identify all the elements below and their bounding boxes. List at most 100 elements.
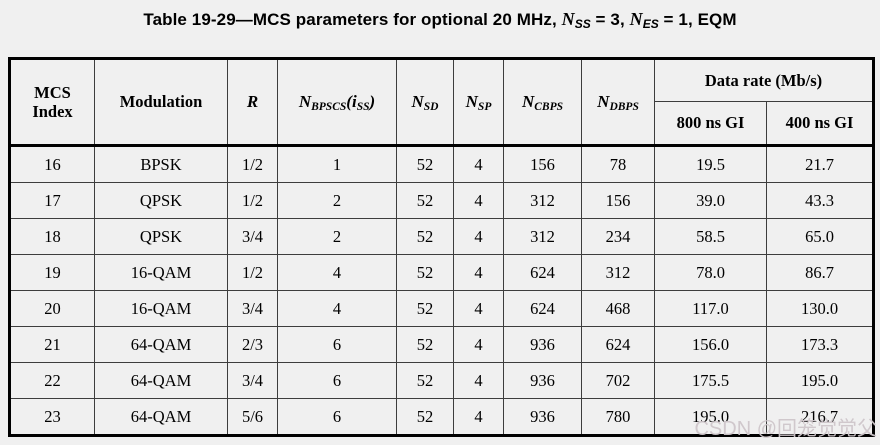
table-cell: 18 <box>9 218 95 255</box>
table-cell: 130.0 <box>765 290 875 327</box>
table-cell: 195.0 <box>765 362 875 399</box>
table-cell: 20 <box>9 290 95 327</box>
table-cell: 1/2 <box>227 182 278 219</box>
table-cell: 234 <box>581 218 655 255</box>
table-row: 16 BPSK 1/2 1 52 4 156 78 19.5 21.7 <box>9 145 875 183</box>
caption-nes-value: = 1, EQM <box>658 10 737 29</box>
table-cell: 39.0 <box>654 182 767 219</box>
table-cell: 6 <box>277 398 397 436</box>
table-cell: 156.0 <box>654 326 767 363</box>
header-r: R <box>227 58 278 147</box>
caption-nes-symbol: N <box>629 9 643 29</box>
table-cell: 52 <box>396 218 454 255</box>
header-800ns-gi: 800 ns GI <box>654 101 767 147</box>
table-cell: 16 <box>9 145 95 183</box>
table-cell: QPSK <box>94 218 228 255</box>
table-cell: 2/3 <box>227 326 278 363</box>
table-cell: 1/2 <box>227 145 278 183</box>
table-cell: 19 <box>9 254 95 291</box>
header-row-gi: 800 ns GI 400 ns GI <box>10 101 875 147</box>
table-header: MCS Index Modulation R NBPSCS(iSS) NSD N… <box>9 58 875 147</box>
table-cell: 4 <box>453 362 504 399</box>
table-cell: 16-QAM <box>94 290 228 327</box>
table-cell: 2 <box>277 182 397 219</box>
table-cell: 43.3 <box>765 182 875 219</box>
caption-nss-subscript: SS <box>574 17 591 31</box>
table-cell: 936 <box>503 326 582 363</box>
table-cell: 936 <box>503 398 582 436</box>
table-cell: 78 <box>581 145 655 183</box>
table-cell: 4 <box>277 290 397 327</box>
table-cell: 312 <box>503 182 582 219</box>
table-cell: 780 <box>581 398 655 436</box>
table-cell: 6 <box>277 362 397 399</box>
caption-nes-subscript: ES <box>642 17 659 31</box>
caption-text-prefix: Table 19-29—MCS parameters for optional … <box>143 10 562 29</box>
header-nsd: NSD <box>396 58 454 147</box>
table-cell: 3/4 <box>227 362 278 399</box>
caption-nss-value: = 3, <box>590 10 630 29</box>
table-cell: 3/4 <box>227 290 278 327</box>
table-cell: 156 <box>581 182 655 219</box>
table-row: 18 QPSK 3/4 2 52 4 312 234 58.5 65.0 <box>9 218 875 255</box>
table-cell: 19.5 <box>654 145 767 183</box>
table-body: 16 BPSK 1/2 1 52 4 156 78 19.5 21.7 17 QPSK 1/2 2 52 4 3… <box>9 145 875 436</box>
table-cell: 175.5 <box>654 362 767 399</box>
table-cell: 58.5 <box>654 218 767 255</box>
table-cell: 4 <box>453 290 504 327</box>
table-cell: 52 <box>396 362 454 399</box>
table-cell: 16-QAM <box>94 254 228 291</box>
table-cell: 65.0 <box>765 218 875 255</box>
table-row: 23 64-QAM 5/6 6 52 4 936 780 195.0 216.7 <box>9 398 875 436</box>
table-cell: 2 <box>277 218 397 255</box>
table-cell: 624 <box>581 326 655 363</box>
table-cell: QPSK <box>94 182 228 219</box>
table-row: 19 16-QAM 1/2 4 52 4 624 312 78.0 86.7 <box>9 254 875 291</box>
table-cell: 23 <box>9 398 95 436</box>
table-cell: 64-QAM <box>94 398 228 436</box>
table-cell: 6 <box>277 326 397 363</box>
table-cell: 624 <box>503 290 582 327</box>
header-mcs-index-line1: MCS <box>34 83 71 102</box>
table-cell: 52 <box>396 254 454 291</box>
table-caption: Table 19-29—MCS parameters for optional … <box>0 9 880 31</box>
table-cell: 52 <box>396 398 454 436</box>
mcs-parameters-table: MCS Index Modulation R NBPSCS(iSS) NSD N… <box>8 57 876 437</box>
table-cell: 4 <box>453 326 504 363</box>
header-ndbps: NDBPS <box>581 58 655 147</box>
table-cell: 156 <box>503 145 582 183</box>
table-cell: 52 <box>396 290 454 327</box>
table-row: 22 64-QAM 3/4 6 52 4 936 702 175.5 195.0 <box>9 362 875 399</box>
header-modulation: Modulation <box>94 58 228 147</box>
table-row: 21 64-QAM 2/3 6 52 4 936 624 156.0 173.3 <box>9 326 875 363</box>
table-cell: 4 <box>453 218 504 255</box>
table-cell: 702 <box>581 362 655 399</box>
table-cell: 4 <box>453 182 504 219</box>
table-cell: 4 <box>453 145 504 183</box>
table-cell: 936 <box>503 362 582 399</box>
table-cell: 64-QAM <box>94 326 228 363</box>
table-cell: 52 <box>396 326 454 363</box>
table-cell: 4 <box>453 254 504 291</box>
table-cell: 64-QAM <box>94 362 228 399</box>
header-nbpscs: NBPSCS(iSS) <box>277 58 397 147</box>
caption-nss-symbol: N <box>561 9 575 29</box>
table-row: 17 QPSK 1/2 2 52 4 312 156 39.0 43.3 <box>9 182 875 219</box>
header-data-rate-group: Data rate (Mb/s) <box>653 58 875 102</box>
table-cell: 312 <box>503 218 582 255</box>
table-cell: 468 <box>581 290 655 327</box>
table-cell: 3/4 <box>227 218 278 255</box>
header-ncbps: NCBPS <box>503 58 582 147</box>
table-cell: 22 <box>9 362 95 399</box>
table-cell: 1 <box>277 145 397 183</box>
table-cell: 52 <box>396 145 454 183</box>
header-mcs-index: MCS Index <box>9 58 95 147</box>
table-cell: 4 <box>453 398 504 436</box>
table-cell: 21.7 <box>765 145 875 183</box>
table-cell: 1/2 <box>227 254 278 291</box>
header-nsp: NSP <box>453 58 504 147</box>
table-row: 20 16-QAM 3/4 4 52 4 624 468 117.0 130.0 <box>9 290 875 327</box>
table-cell: 173.3 <box>765 326 875 363</box>
header-mcs-index-line2: Index <box>32 102 73 121</box>
table-cell: 21 <box>9 326 95 363</box>
